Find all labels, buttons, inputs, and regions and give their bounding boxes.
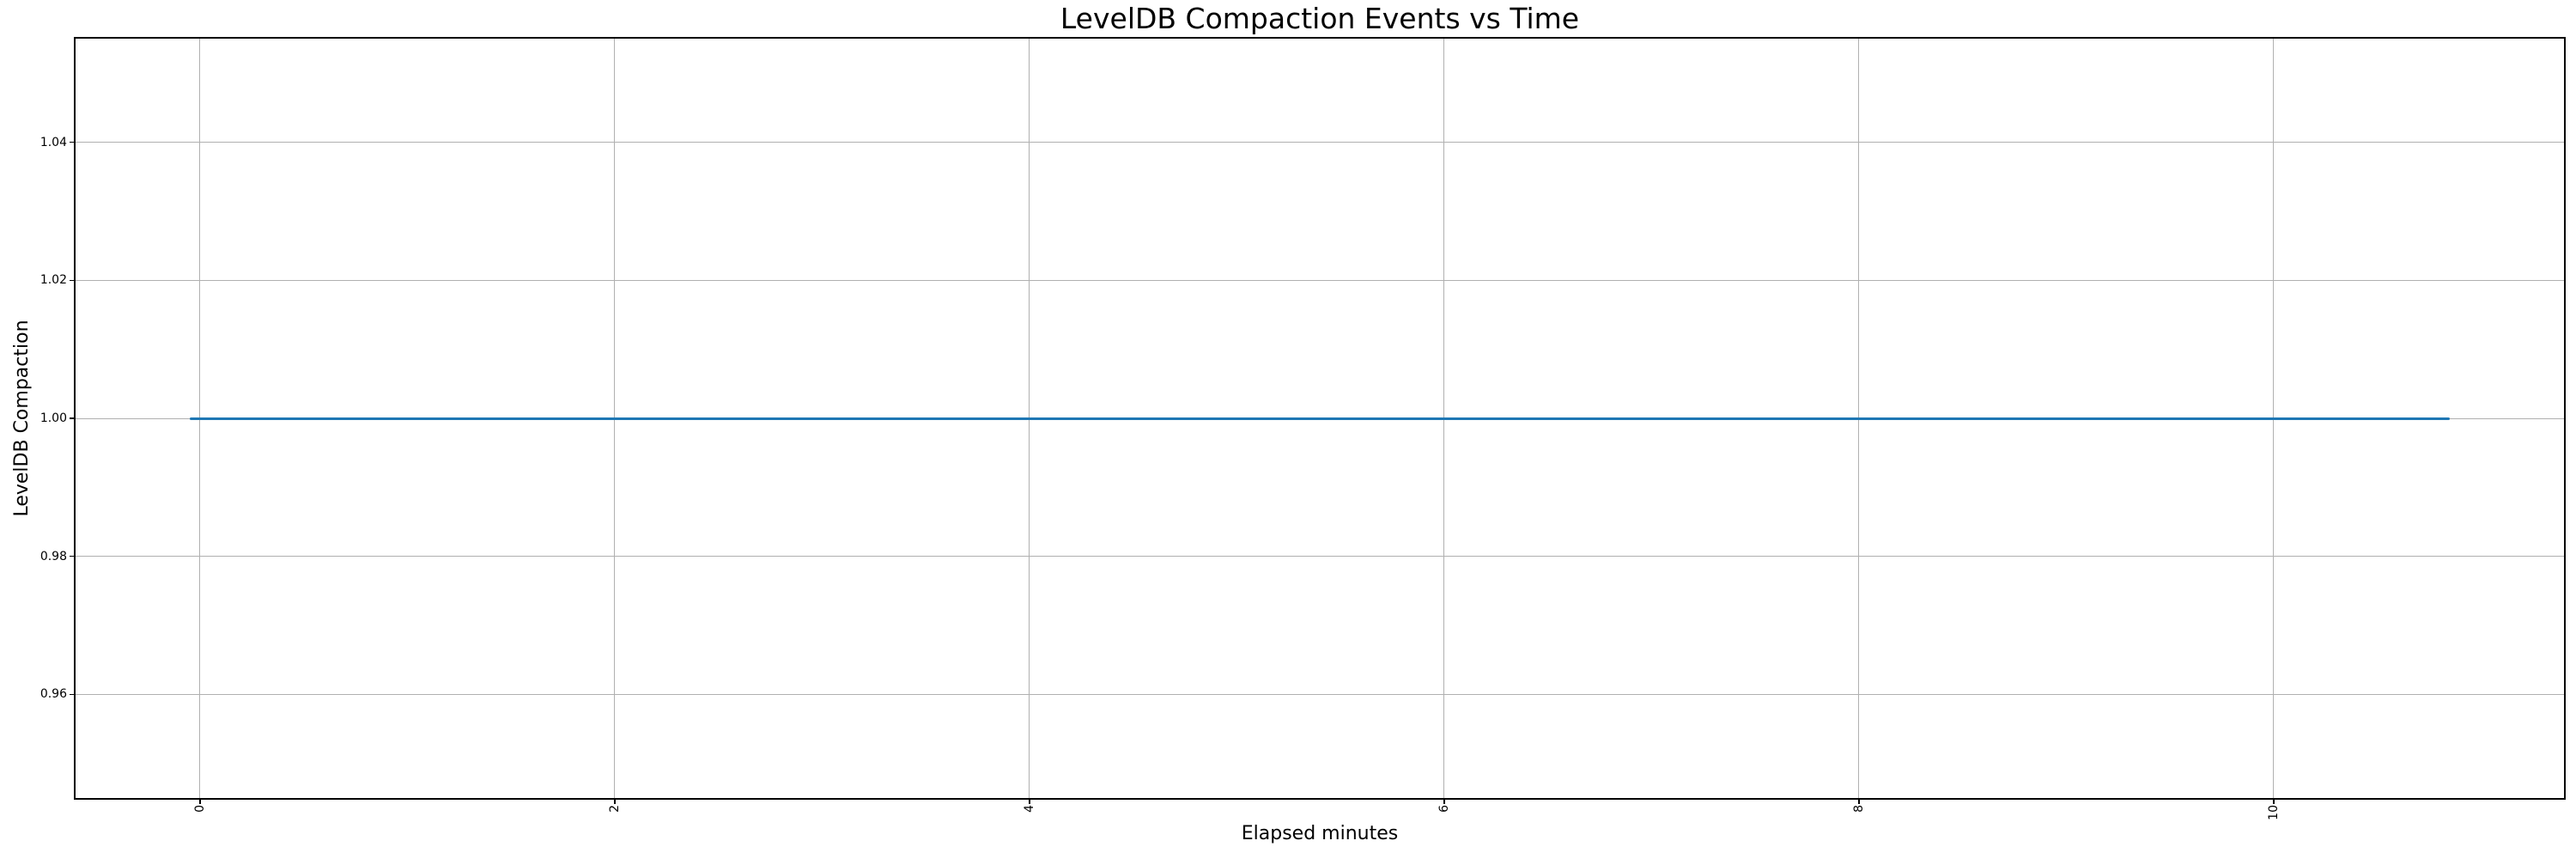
plot-area	[74, 37, 2566, 800]
y-tick-label: 1.00	[39, 411, 67, 425]
y-gridline	[76, 693, 2564, 695]
x-tick-label: 10	[2266, 805, 2281, 820]
x-tick-mark	[614, 800, 616, 804]
y-tick-mark	[69, 555, 74, 557]
chart-title: LevelDB Compaction Events vs Time	[1060, 2, 1580, 35]
y-tick-label: 1.04	[39, 135, 67, 149]
x-tick-label: 8	[1851, 805, 1866, 813]
y-tick-label: 0.98	[39, 549, 67, 564]
y-gridline	[76, 142, 2564, 143]
y-tick-label: 1.02	[39, 273, 67, 288]
y-gridline	[76, 556, 2564, 557]
x-tick-label: 6	[1437, 805, 1451, 813]
y-tick-label: 0.96	[39, 687, 67, 702]
data-line	[189, 417, 2451, 420]
x-tick-mark	[2273, 800, 2275, 804]
y-tick-mark	[69, 279, 74, 282]
x-tick-label: 4	[1022, 805, 1036, 813]
x-tick-mark	[1858, 800, 1860, 804]
y-tick-mark	[69, 141, 74, 143]
x-tick-label: 2	[607, 805, 622, 813]
y-tick-mark	[69, 417, 74, 419]
x-tick-label: 0	[192, 805, 207, 813]
x-tick-mark	[199, 800, 201, 804]
x-axis-label: Elapsed minutes	[1241, 823, 1399, 844]
y-tick-mark	[69, 693, 74, 696]
x-tick-mark	[1029, 800, 1030, 804]
x-tick-mark	[1443, 800, 1445, 804]
y-gridline	[76, 279, 2564, 281]
